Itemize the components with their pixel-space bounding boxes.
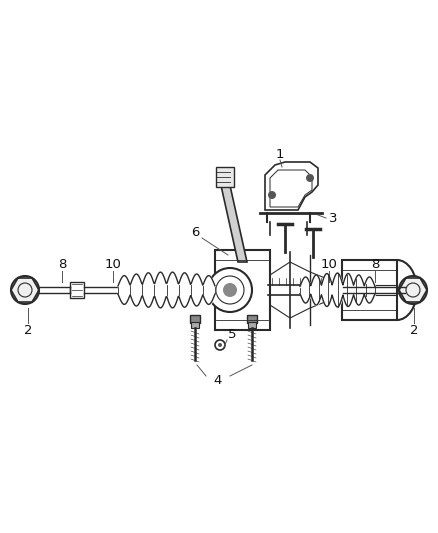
Circle shape: [215, 340, 225, 350]
Text: 6: 6: [191, 225, 199, 238]
Circle shape: [399, 276, 427, 304]
Circle shape: [268, 191, 276, 199]
Text: 1: 1: [276, 149, 284, 161]
Text: 4: 4: [214, 374, 222, 386]
Polygon shape: [265, 162, 318, 210]
Bar: [247, 315, 257, 323]
Bar: [216, 167, 234, 187]
Bar: [248, 322, 256, 328]
Circle shape: [306, 174, 314, 182]
Bar: [215, 250, 270, 330]
Circle shape: [208, 268, 252, 312]
Text: 2: 2: [410, 324, 418, 336]
Bar: [190, 315, 200, 323]
Bar: [342, 260, 397, 320]
Text: 10: 10: [321, 259, 337, 271]
Circle shape: [223, 283, 237, 297]
Circle shape: [218, 343, 222, 347]
Polygon shape: [218, 172, 247, 262]
Bar: [70, 282, 84, 298]
Text: 10: 10: [105, 259, 121, 271]
Bar: [348, 283, 361, 297]
Text: 3: 3: [329, 212, 337, 224]
Bar: [191, 322, 199, 328]
Text: 8: 8: [371, 259, 379, 271]
Text: 2: 2: [24, 324, 32, 336]
Circle shape: [11, 276, 39, 304]
Text: 5: 5: [228, 328, 236, 342]
Text: 8: 8: [58, 259, 66, 271]
